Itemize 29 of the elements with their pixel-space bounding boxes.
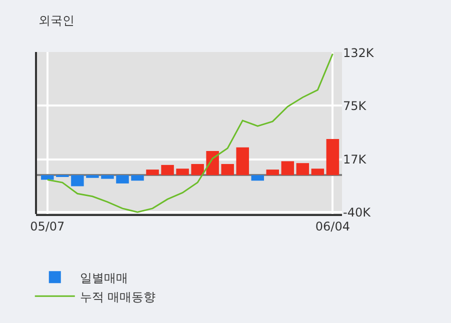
bar (266, 170, 280, 176)
bar (146, 170, 159, 176)
bar (161, 164, 174, 176)
bar (86, 175, 99, 178)
chart-title: 외국인 (38, 14, 74, 28)
bar (206, 151, 219, 176)
bar (176, 168, 189, 176)
bar (236, 147, 249, 176)
legend-label: 누적 매매동향 (80, 290, 156, 304)
y-tick-label: 17K (343, 152, 368, 167)
bar (296, 163, 310, 176)
bar (41, 175, 54, 180)
bar (101, 175, 114, 179)
y-tick-label: -40K (343, 205, 372, 220)
bar (191, 164, 204, 176)
bar (71, 175, 84, 186)
y-tick-label: 132K (343, 46, 375, 60)
bar (221, 164, 234, 176)
y-tick-label: 75K (343, 98, 368, 113)
bar (311, 168, 324, 176)
bar (116, 175, 129, 184)
bar (131, 175, 144, 181)
line-series (46, 53, 334, 213)
bar (326, 139, 340, 176)
x-tick-label: 05/07 (30, 219, 65, 234)
bar (281, 161, 294, 176)
x-tick-label: 06/04 (315, 219, 350, 234)
bar (251, 175, 264, 181)
legend-label: 일별매매 (80, 270, 128, 285)
